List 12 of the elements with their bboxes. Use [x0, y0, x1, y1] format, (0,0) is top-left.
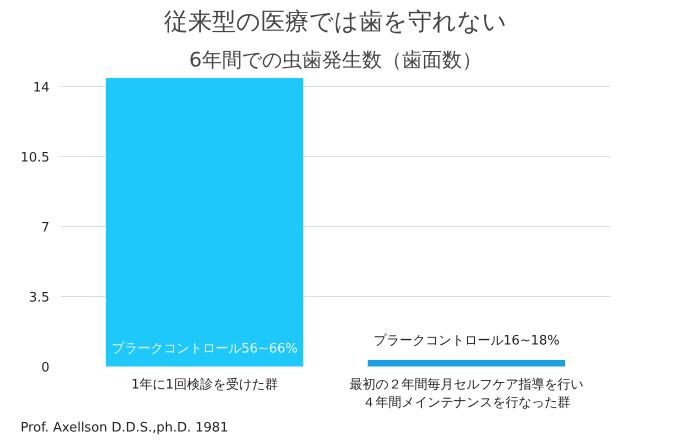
- text: Prof. Axellson D.D.S.,ph.D. 1981: [20, 420, 228, 436]
- y-tick-label: 3.5: [28, 290, 50, 306]
- y-tick-label: 10.5: [20, 150, 50, 166]
- chart-title: 従来型の医療では歯を守れない: [164, 8, 507, 36]
- annotation: プラークコントロール16~18%: [373, 334, 560, 348]
- y-tick-label: 14: [32, 80, 50, 96]
- annotation: プラークコントロール56~66%: [111, 342, 298, 356]
- x-tick-label: 最初の２年間毎月セルフケア指導を行い４年間メインテナンスを行なった群: [349, 378, 584, 410]
- chart-subtitle: 6年間での虫歯発生数（歯面数）: [189, 48, 482, 72]
- x-tick-label: 1年に1回検診を受けた群: [131, 378, 278, 392]
- y-tick-label: 0: [41, 360, 50, 376]
- y-tick-label: 7: [41, 220, 50, 236]
